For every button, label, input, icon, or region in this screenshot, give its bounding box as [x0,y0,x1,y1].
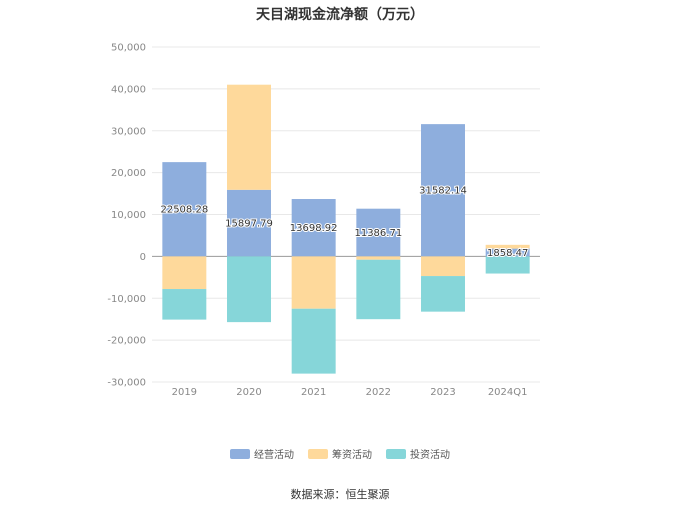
data-label-operating: 15897.79 [225,219,273,230]
y-tick-label: 50,000 [111,43,146,54]
legend: 经营活动 筹资活动 投资活动 [0,446,680,461]
data-source-note: 数据来源：恒生聚源 [290,488,390,501]
legend-swatch-investing [386,448,406,459]
chart-title: 天目湖现金流净额（万元） [256,7,424,23]
legend-swatch-financing [308,448,328,459]
bar-operating[interactable] [485,248,530,257]
x-tick-label: 2020 [236,387,261,398]
y-tick-label: -20,000 [107,336,146,347]
bar-operating[interactable] [356,208,401,257]
bar-operating[interactable] [291,199,336,257]
legend-item-financing[interactable]: 筹资活动 [308,446,372,461]
x-tick-label: 2024Q1 [488,387,528,398]
y-tick-label: 40,000 [111,84,146,95]
data-label-operating: 31582.14 [419,186,467,197]
bar-operating[interactable] [227,189,271,257]
y-tick-label: -30,000 [107,378,146,389]
data-label-operating: 13698.92 [290,223,338,234]
legend-label-financing: 筹资活动 [332,450,372,461]
bar-financing[interactable] [162,256,207,290]
bar-investing[interactable] [291,308,336,374]
x-tick-label: 2022 [366,387,391,398]
bar-financing[interactable] [421,256,465,277]
data-label-operating: 1858.47 [487,248,528,259]
bar-financing[interactable] [485,244,530,249]
x-tick-label: 2023 [430,387,455,398]
bar-financing[interactable] [356,256,401,260]
bar-investing[interactable] [356,259,401,320]
legend-label-operating: 经营活动 [254,450,294,461]
bar-investing[interactable] [227,256,271,323]
data-label-operating: 11386.71 [354,228,402,239]
bar-financing[interactable] [227,84,271,190]
grid-layer: 50,000 40,000 30,000 20,000 10,000 0 -10,000 -2… [107,43,540,389]
bar-operating[interactable] [162,162,207,257]
x-tick-label: 2019 [172,387,197,398]
legend-item-investing[interactable]: 投资活动 [386,446,450,461]
y-tick-label: 30,000 [111,126,146,137]
data-label-operating: 22508.28 [160,205,208,216]
y-tick-label: 10,000 [111,210,146,221]
label-layer: 2019 22508.28 2020 15897.79 2021 13698.92 2022… [159,185,529,398]
bar-operating[interactable] [421,124,465,257]
x-tick-label: 2021 [301,387,326,398]
legend-swatch-operating [230,448,250,459]
y-tick-label: 0 [140,252,146,263]
bar-financing[interactable] [291,256,336,309]
legend-item-operating[interactable]: 经营活动 [230,446,294,461]
bar-layer [162,84,530,374]
bar-investing[interactable] [485,256,530,274]
legend-label-investing: 投资活动 [410,450,450,461]
y-tick-label: -10,000 [107,294,146,305]
bar-investing[interactable] [162,289,207,320]
bar-investing[interactable] [421,276,465,312]
y-tick-label: 20,000 [111,168,146,179]
